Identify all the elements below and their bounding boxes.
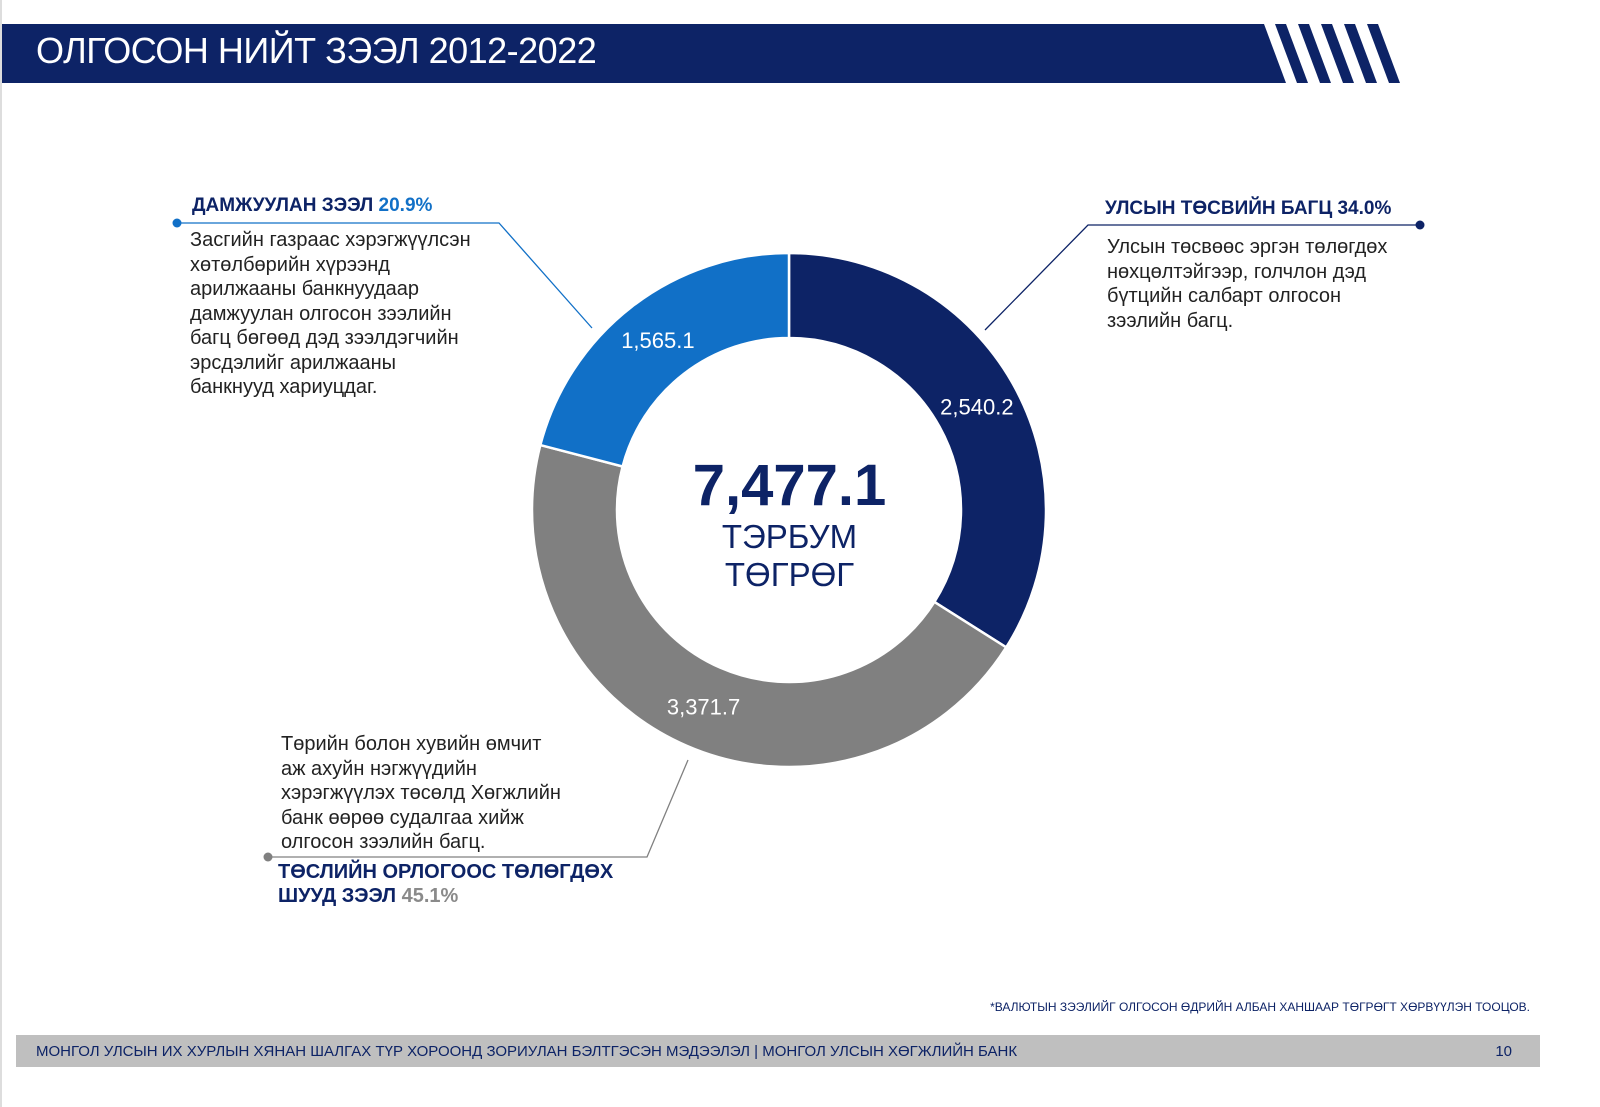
footer-bar: МОНГОЛ УЛСЫН ИХ ХУРЛЫН ХЯНАН ШАЛГАХ ТҮР …	[16, 1035, 1540, 1067]
slice-value-label: 3,371.7	[667, 695, 740, 720]
legend-tosliin-title: ТӨСЛИЙН ОРЛОГООС ТӨЛӨГДӨХ ШУУД ЗЭЭЛ 45.1%	[278, 861, 614, 907]
donut-slice	[538, 251, 791, 469]
slice-value-label: 1,565.1	[621, 328, 694, 353]
banner-stripes	[2, 24, 1400, 83]
total-value: 7,477.1	[692, 453, 887, 518]
page-number: 10	[1495, 1043, 1512, 1060]
total-unit: ТЭРБУМ ТӨГРӨГ	[721, 518, 858, 593]
legend-damjuulan-title: ДАМЖУУЛАН ЗЭЭЛ 20.9%	[192, 195, 433, 216]
legend-tosliin-desc: Төрийн болон хувийн өмчит аж ахуйн нэгжү…	[281, 733, 561, 853]
leader-dot-ulsyn	[1415, 220, 1425, 230]
leader-line-ulsyn	[984, 224, 1420, 331]
leader-line-damjuulan	[177, 222, 593, 329]
footer-text: МОНГОЛ УЛСЫН ИХ ХУРЛЫН ХЯНАН ШАЛГАХ ТҮР …	[36, 1043, 1018, 1060]
leader-line-tosliin	[268, 759, 689, 858]
leader-dot-damjuulan	[172, 218, 182, 228]
footnote: *ВАЛЮТЫН ЗЭЭЛИЙГ ОЛГОСОН ӨДРИЙН АЛБАН ХА…	[990, 1000, 1530, 1014]
slice-value-label: 2,540.2	[940, 395, 1013, 420]
legend-ulsyn-title: УЛСЫН ТӨСВИЙН БАГЦ 34.0%	[1105, 198, 1392, 219]
legend-ulsyn-desc: Улсын төсвөөс эргэн төлөгдөх нөхцөлтэйгэ…	[1107, 236, 1388, 332]
legend-damjuulan-desc: Засгийн газраас хэрэгжүүлсэн хөтөлбөрийн…	[190, 229, 471, 398]
page-title: ОЛГОСОН НИЙТ ЗЭЭЛ 2012-2022	[36, 30, 597, 71]
donut-slice	[787, 251, 1048, 650]
title-banner	[2, 24, 1502, 83]
donut-slice	[530, 443, 1008, 769]
leader-dot-tosliin	[263, 852, 273, 862]
